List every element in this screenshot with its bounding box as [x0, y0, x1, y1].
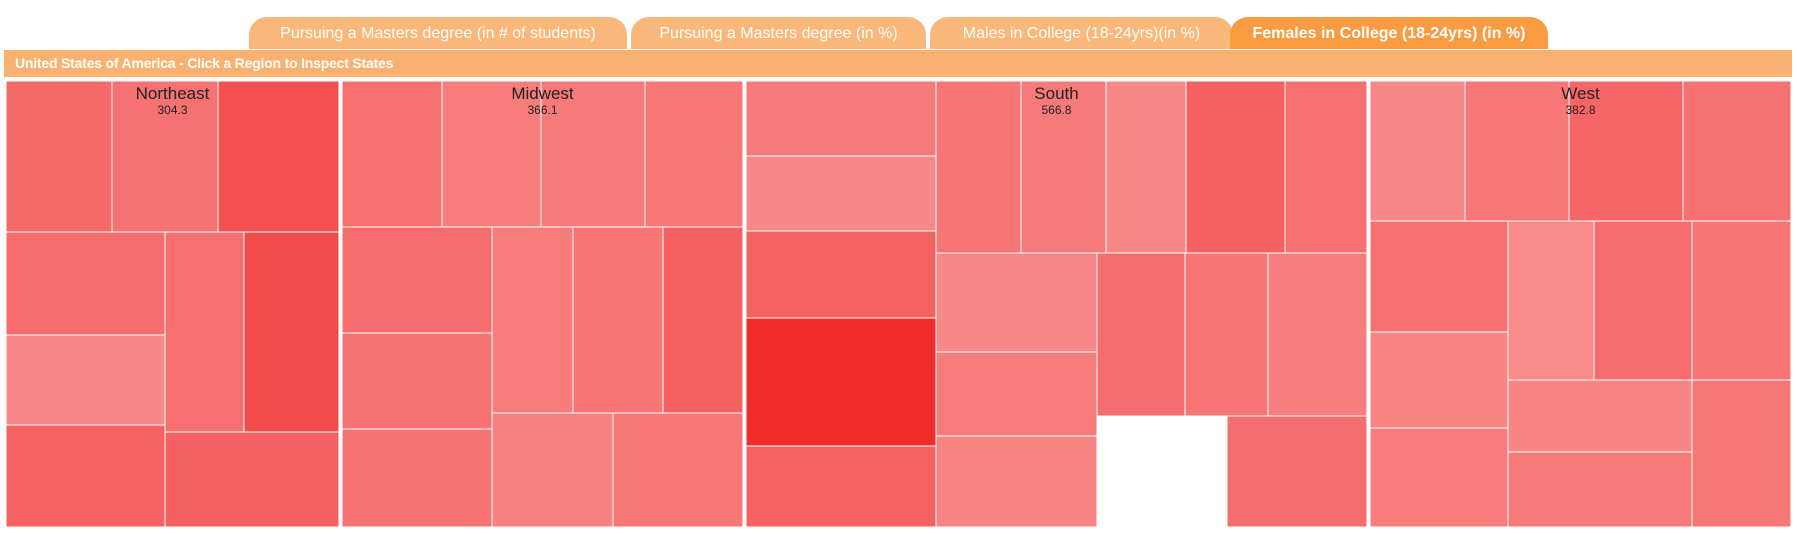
- treemap-cell[interactable]: [1105, 79, 1187, 254]
- treemap-cell[interactable]: [111, 79, 219, 233]
- treemap-cell[interactable]: [744, 445, 937, 529]
- treemap-cell[interactable]: [1020, 79, 1107, 254]
- treemap-cell[interactable]: [935, 351, 1098, 437]
- region-label: Midwest: [511, 84, 574, 103]
- treemap-cell[interactable]: [1184, 252, 1269, 417]
- treemap-cell[interactable]: [1568, 79, 1684, 222]
- treemap-cell[interactable]: [744, 317, 937, 447]
- treemap-cell[interactable]: [243, 231, 341, 433]
- chart-title-bar: United States of America - Click a Regio…: [4, 50, 1792, 77]
- treemap-cell[interactable]: [744, 155, 937, 232]
- region-value-label: 382.8: [1565, 103, 1595, 117]
- treemap-cell[interactable]: [612, 412, 745, 529]
- treemap-cell[interactable]: [1464, 79, 1570, 222]
- treemap-cell[interactable]: [340, 79, 443, 228]
- treemap-cell[interactable]: [744, 230, 937, 319]
- treemap-cell[interactable]: [340, 332, 493, 430]
- region-label: Northeast: [136, 84, 210, 103]
- treemap-cell[interactable]: [164, 431, 341, 529]
- treemap-cell[interactable]: [935, 435, 1098, 529]
- treemap-cell[interactable]: [1368, 79, 1466, 222]
- treemap-cell[interactable]: [491, 226, 574, 414]
- region-value-label: 366.1: [527, 103, 557, 117]
- treemap-cell[interactable]: [1267, 252, 1369, 417]
- treemap-cell[interactable]: [1682, 79, 1793, 222]
- treemap-cell[interactable]: [441, 79, 542, 228]
- treemap-cell[interactable]: [1507, 451, 1693, 529]
- treemap-cell[interactable]: [644, 79, 745, 228]
- treemap-cell[interactable]: [1368, 331, 1509, 429]
- treemap-cell[interactable]: [164, 231, 245, 433]
- treemap-cell[interactable]: [4, 231, 166, 336]
- treemap-cell[interactable]: [1368, 427, 1509, 529]
- treemap-cell[interactable]: [340, 226, 493, 334]
- treemap-cell[interactable]: [744, 79, 937, 157]
- treemap-cell[interactable]: [1691, 379, 1793, 529]
- tab-masters-percent[interactable]: Pursuing a Masters degree (in %): [631, 17, 926, 49]
- region-border: [1367, 78, 1794, 530]
- tab-masters-students[interactable]: Pursuing a Masters degree (in # of stude…: [249, 17, 627, 49]
- treemap-cell[interactable]: [1593, 220, 1693, 381]
- treemap-cell[interactable]: [935, 252, 1098, 353]
- treemap-cell[interactable]: [1284, 79, 1369, 254]
- treemap-cell[interactable]: [491, 412, 614, 529]
- treemap-cell[interactable]: [4, 79, 113, 233]
- treemap-cell[interactable]: [1368, 220, 1509, 333]
- treemap-cell[interactable]: [540, 79, 646, 228]
- treemap-cell[interactable]: [935, 79, 1022, 254]
- tab-bar: Pursuing a Masters degree (in # of stude…: [0, 17, 1797, 49]
- region-label: West: [1561, 84, 1600, 103]
- treemap-cell[interactable]: [4, 334, 166, 426]
- treemap-cell[interactable]: [662, 226, 745, 414]
- tab-females-college[interactable]: Females in College (18-24yrs) (in %): [1230, 17, 1548, 49]
- treemap-cell[interactable]: [572, 226, 664, 414]
- treemap-cell[interactable]: [1507, 379, 1693, 453]
- treemap-cell[interactable]: [217, 79, 341, 233]
- treemap-cell[interactable]: [1226, 415, 1369, 529]
- treemap-cell[interactable]: [340, 428, 493, 529]
- treemap-cell[interactable]: [1507, 220, 1595, 381]
- treemap-cell[interactable]: [1691, 220, 1793, 381]
- treemap-cell[interactable]: [1096, 252, 1186, 417]
- region-value-label: 304.3: [157, 103, 187, 117]
- region-value-label: 566.8: [1041, 103, 1071, 117]
- region-label: South: [1034, 84, 1078, 103]
- treemap-cell[interactable]: [1185, 79, 1286, 254]
- tab-males-college[interactable]: Males in College (18-24yrs)(in %): [930, 17, 1233, 49]
- treemap-cell[interactable]: [4, 424, 166, 529]
